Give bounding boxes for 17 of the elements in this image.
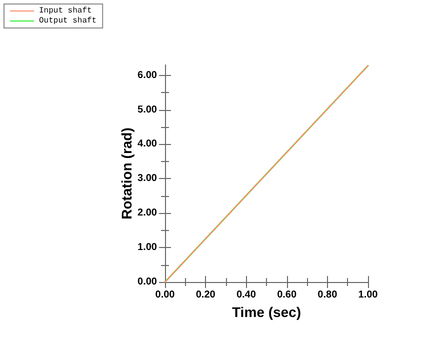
y-tick-label: 2.00 bbox=[138, 208, 158, 219]
x-axis-title: Time (sec) bbox=[232, 304, 301, 320]
legend-label: Input shaft bbox=[39, 6, 92, 16]
x-tick-label: 0.00 bbox=[155, 290, 176, 300]
x-tick-label: 1.00 bbox=[358, 290, 378, 300]
y-tick-label: 3.00 bbox=[138, 173, 158, 184]
y-tick-label: 1.00 bbox=[138, 242, 158, 254]
y-tick-label: 0.00 bbox=[138, 276, 158, 288]
x-tick-label: 0.40 bbox=[236, 290, 256, 300]
y-tick-label: 6.00 bbox=[138, 70, 158, 81]
x-tick-label: 0.20 bbox=[196, 290, 216, 300]
x-tick-label: 0.80 bbox=[318, 290, 338, 300]
y-axis-title: Rotation (rad) bbox=[118, 128, 135, 220]
x-tick-label: 0.60 bbox=[277, 290, 297, 300]
y-tick-label: 4.00 bbox=[138, 138, 158, 150]
legend-label: Output shaft bbox=[39, 16, 97, 26]
y-tick-label: 5.00 bbox=[138, 104, 158, 116]
